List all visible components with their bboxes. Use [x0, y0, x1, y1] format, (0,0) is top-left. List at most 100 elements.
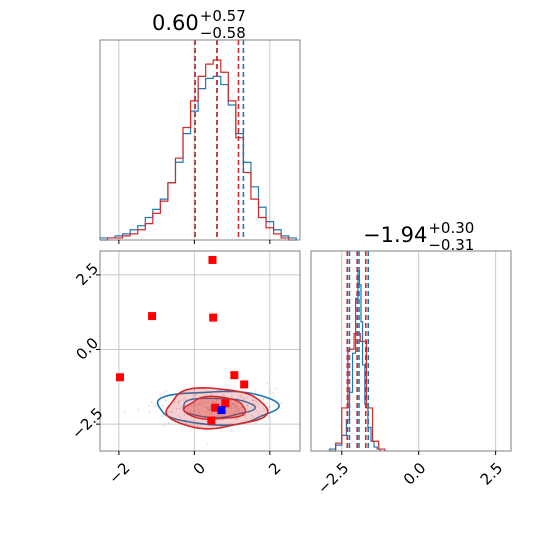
joint-y-tick-label-0: −2.5 [68, 404, 106, 442]
joint-red-marker-2 [209, 313, 218, 322]
joint-sample-point [124, 410, 126, 413]
joint-sample-point [184, 421, 187, 424]
joint-y-tick-label-1: 0.0 [72, 334, 102, 364]
joint-sample-point [236, 408, 239, 411]
joint-sample-point [172, 407, 174, 409]
joint-sample-point [233, 403, 236, 406]
joint-sample-point [203, 401, 206, 403]
joint-red-marker-7 [221, 399, 230, 408]
joint-sample-point [168, 407, 171, 410]
joint-sample-point [275, 388, 277, 390]
joint-sample-point [245, 413, 247, 416]
joint-sample-point [235, 405, 238, 408]
histogram-2-quantile-lines [346, 251, 370, 451]
joint-sample-point [148, 411, 151, 413]
joint-sample-point [161, 415, 163, 418]
joint-sample-point [216, 414, 219, 416]
joint-sample-point [246, 404, 249, 407]
joint-sample-point [183, 399, 185, 401]
joint-sample-point [205, 401, 207, 404]
joint-sample-point [175, 398, 177, 400]
joint-sample-point [221, 419, 223, 422]
histogram-param-2: −2.5 0.0 2.5 −1.94 +0.30 −0.31 [310, 219, 512, 498]
joint-sample-point [244, 415, 246, 417]
joint-sample-point [198, 411, 200, 414]
joint-sample-point [180, 407, 183, 409]
joint-sample-point [192, 394, 194, 397]
joint-sample-point [280, 402, 282, 404]
histogram-2-frame [310, 250, 512, 452]
histogram-1-title-lower-error: −0.58 [200, 24, 246, 42]
joint-sample-point [237, 409, 240, 411]
joint-sample-point [183, 396, 186, 399]
joint-sample-point [208, 409, 210, 412]
joint-x-tick-label-1: 0 [190, 459, 209, 478]
joint-sample-point [164, 399, 167, 402]
joint-sample-point [234, 405, 237, 408]
joint-grid [100, 251, 300, 451]
joint-sample-point [207, 398, 210, 401]
joint-sample-point [211, 413, 213, 415]
joint-sample-point [233, 411, 236, 414]
joint-sample-point [162, 404, 165, 407]
histogram-2-title-lower-error: −0.31 [428, 236, 474, 254]
joint-sample-point [163, 424, 166, 427]
joint-sample-point [240, 394, 243, 397]
joint-sample-point [226, 411, 229, 414]
histogram-1-steps [99, 59, 297, 241]
joint-sample-point [154, 405, 156, 408]
joint-sample-point [208, 408, 210, 411]
joint-sample-point [252, 399, 254, 401]
joint-red-marker-5 [240, 380, 249, 389]
joint-sample-point [178, 403, 180, 406]
histogram-1-title-median: 0.60 [152, 11, 199, 35]
joint-sample-point [216, 399, 218, 401]
joint-sample-point [244, 419, 246, 421]
joint-sample-point [236, 418, 238, 420]
joint-sample-point [191, 404, 193, 407]
joint-sample-point [200, 399, 202, 401]
joint-sample-point [266, 382, 268, 385]
joint-sample-point [252, 400, 255, 403]
joint-sample-point [234, 386, 236, 388]
joint-sample-point [161, 405, 163, 407]
joint-sample-point [190, 416, 193, 419]
joint-sample-point [258, 403, 261, 405]
joint-sample-point [254, 399, 257, 401]
joint-sample-point [268, 416, 270, 419]
histogram-1-title-upper-error: +0.57 [200, 7, 246, 25]
joint-sample-point [242, 397, 245, 400]
p2-tick-label-1: 0.0 [400, 459, 430, 489]
joint-sample-point [212, 401, 215, 403]
joint-sample-point [266, 401, 268, 404]
joint-sample-point [209, 412, 211, 415]
joint-sample-point [230, 406, 232, 408]
joint-sample-point [273, 403, 275, 406]
joint-sample-point [169, 410, 172, 413]
p1-histogram-series-1 [100, 59, 297, 241]
joint-sample-point [187, 408, 189, 410]
joint-sample-point [193, 405, 195, 407]
histogram-1-ticks [118, 240, 271, 244]
joint-sample-point [255, 401, 258, 403]
joint-sample-point [177, 400, 180, 403]
joint-sample-point [209, 405, 212, 407]
histogram-2-title-median: −1.94 [363, 223, 427, 247]
histogram-param-1: 0.60 +0.57 −0.58 [99, 7, 301, 244]
joint-y-ticks: −2.5 0.0 2.5 [68, 259, 106, 442]
joint-sample-point [230, 407, 232, 410]
joint-sample-point [171, 410, 174, 413]
joint-sample-point [239, 395, 241, 398]
joint-sample-point [228, 406, 231, 409]
joint-sample-point [165, 390, 168, 392]
histogram-1-frame [99, 39, 301, 241]
joint-sample-point [198, 402, 200, 404]
joint-sample-point [199, 402, 201, 405]
joint-sample-point [256, 405, 259, 408]
joint-sample-point [211, 400, 214, 403]
joint-sample-point [148, 404, 151, 407]
joint-sample-point [235, 401, 238, 403]
joint-sample-point [252, 399, 254, 402]
histogram-2-grid [341, 251, 497, 451]
